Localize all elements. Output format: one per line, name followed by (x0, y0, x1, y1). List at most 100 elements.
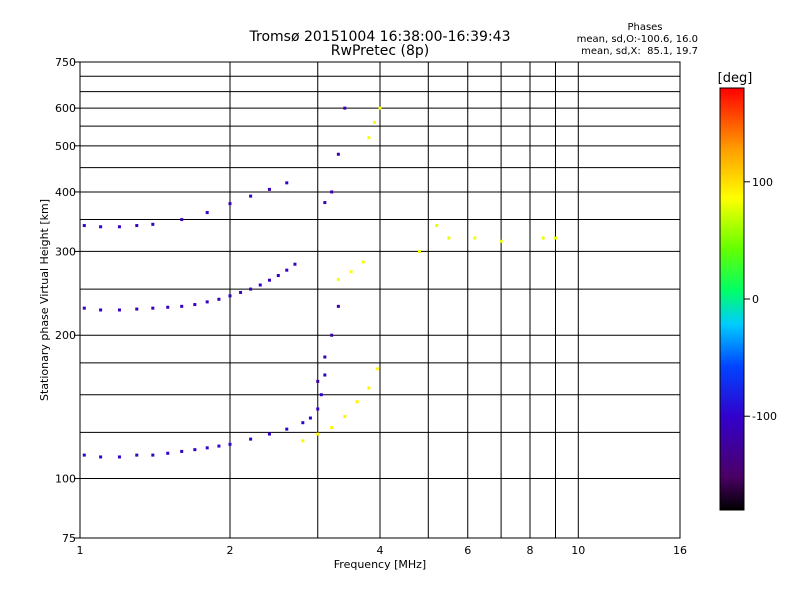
data-point (217, 444, 221, 448)
data-point (99, 455, 103, 459)
x-tick-label: 10 (571, 544, 585, 557)
data-point (417, 249, 421, 253)
y-tick-label: 100 (55, 473, 76, 486)
data-points (82, 106, 557, 459)
data-point (323, 373, 327, 377)
data-point (249, 194, 253, 198)
y-tick-label: 400 (55, 186, 76, 199)
data-point (541, 236, 545, 240)
data-point (373, 120, 377, 124)
phases-o-line: mean, sd,O:-100.6, 16.0 (577, 34, 698, 45)
data-point (205, 211, 209, 215)
data-point (355, 400, 359, 404)
data-point (375, 367, 379, 371)
y-tick-label: 200 (55, 329, 76, 342)
data-point (349, 270, 353, 274)
data-point (205, 446, 209, 450)
data-point (180, 218, 184, 222)
data-point (319, 393, 323, 397)
data-point (316, 432, 320, 436)
data-point (228, 202, 232, 206)
chart-title: Tromsø 20151004 16:38:00-16:39:43 (249, 29, 511, 45)
colorbar-tick-label: 100 (752, 176, 773, 189)
data-point (301, 421, 305, 425)
data-point (99, 225, 103, 229)
data-point (378, 106, 382, 110)
data-point (285, 268, 289, 272)
colorbar-ticks: 100 0 -100 (744, 176, 777, 423)
data-point (151, 222, 155, 226)
data-point (499, 239, 503, 243)
grid-lines (79, 61, 681, 539)
data-point (117, 455, 121, 459)
data-point (239, 290, 243, 294)
x-tick-label: 2 (227, 544, 234, 557)
data-point (217, 297, 221, 301)
data-point (180, 304, 184, 308)
data-point (336, 304, 340, 308)
data-point (117, 308, 121, 312)
phases-title: Phases (627, 22, 662, 33)
y-tick-label: 75 (62, 532, 76, 545)
x-tick-label: 1 (77, 544, 84, 557)
data-point (267, 278, 271, 282)
y-tick-label: 300 (55, 245, 76, 258)
plot-frame (79, 61, 681, 539)
data-point (285, 427, 289, 431)
y-tick-label: 500 (55, 140, 76, 153)
data-point (336, 152, 340, 156)
y-tick-label: 600 (55, 102, 76, 115)
data-point (166, 451, 170, 455)
data-point (285, 181, 289, 185)
x-tick-label: 6 (464, 544, 471, 557)
x-tick-label: 16 (673, 544, 687, 557)
phases-x-line: mean, sd,X: 85.1, 19.7 (581, 46, 698, 57)
data-point (249, 287, 253, 291)
data-point (99, 308, 103, 312)
y-axis-label: Stationary phase Virtual Height [km] (38, 199, 51, 401)
x-tick-label: 8 (527, 544, 534, 557)
colorbar-tick-label: 0 (752, 293, 759, 306)
data-point (316, 407, 320, 411)
data-point (249, 437, 253, 441)
data-point (336, 277, 340, 281)
data-point (258, 283, 262, 287)
data-point (228, 442, 232, 446)
data-point (135, 307, 139, 311)
x-tick-label: 4 (377, 544, 384, 557)
data-point (82, 224, 86, 228)
data-point (301, 439, 305, 443)
data-point (343, 106, 347, 110)
data-point (308, 416, 312, 420)
data-point (473, 236, 477, 240)
data-point (276, 274, 280, 278)
data-point (553, 236, 557, 240)
data-point (343, 414, 347, 418)
data-point (193, 448, 197, 452)
data-point (323, 201, 327, 205)
colorbar-tick-label: -100 (752, 410, 777, 423)
data-point (330, 333, 334, 337)
y-axis-ticks: 75 100 200 300 400 500 600 750 (55, 56, 80, 545)
data-point (367, 386, 371, 390)
data-point (135, 453, 139, 457)
data-point (267, 187, 271, 191)
data-point (330, 425, 334, 429)
data-point (330, 190, 334, 194)
data-point (228, 294, 232, 298)
data-point (82, 306, 86, 310)
data-point (135, 224, 139, 228)
data-point (180, 449, 184, 453)
data-point (117, 225, 121, 229)
data-point (151, 453, 155, 457)
data-point (166, 305, 170, 309)
x-axis-label: Frequency [MHz] (334, 558, 426, 571)
colorbar (719, 87, 745, 511)
chart-subtitle: RwPretec (8p) (331, 43, 429, 59)
data-point (267, 432, 271, 436)
data-point (82, 453, 86, 457)
data-point (205, 300, 209, 304)
data-point (293, 262, 297, 266)
data-point (435, 224, 439, 228)
